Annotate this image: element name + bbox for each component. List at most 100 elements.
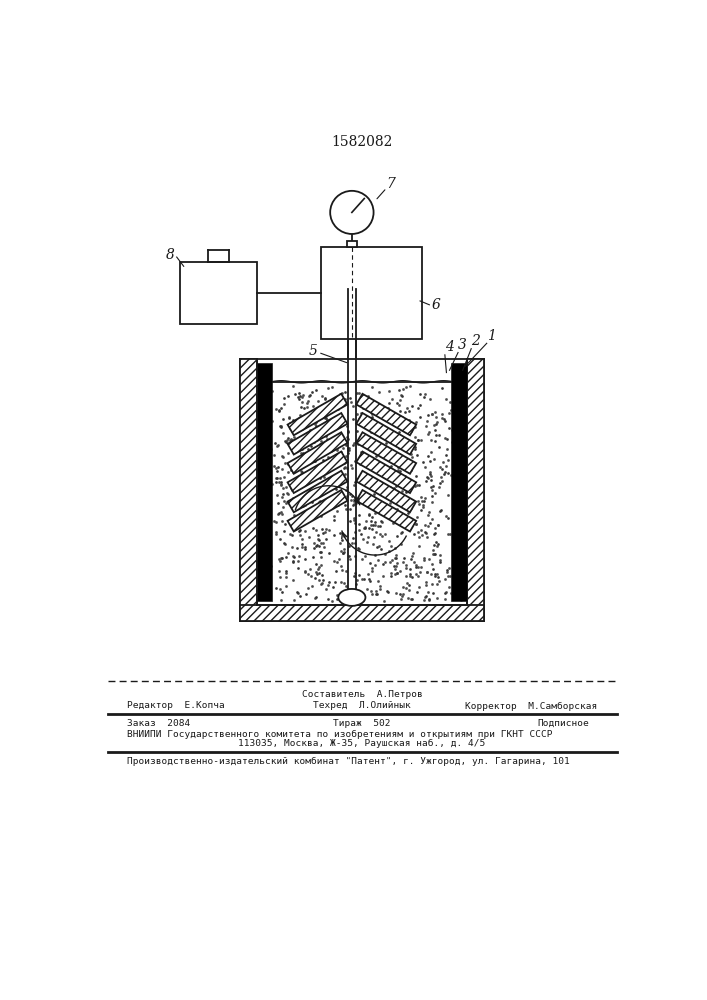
Point (448, 545, 460, 561)
Point (277, 486, 288, 502)
Point (434, 503, 445, 519)
Bar (356, 432, 416, 474)
Point (348, 411, 359, 427)
Point (410, 516, 421, 532)
Point (374, 518, 385, 534)
Point (443, 465, 454, 481)
Point (400, 421, 411, 437)
Text: Корректор  М.Самборская: Корректор М.Самборская (464, 701, 597, 711)
Point (284, 432, 296, 448)
Point (390, 558, 402, 574)
Point (276, 461, 288, 477)
Point (406, 423, 417, 439)
Point (296, 394, 308, 410)
Bar (288, 432, 347, 474)
Point (409, 439, 421, 455)
Point (393, 447, 404, 463)
Point (395, 563, 406, 579)
Point (377, 568, 388, 584)
Point (416, 502, 427, 518)
Point (414, 564, 426, 580)
Point (360, 457, 371, 473)
Point (305, 428, 317, 444)
Point (279, 536, 291, 552)
Point (311, 537, 322, 553)
Point (322, 577, 334, 593)
Point (348, 530, 359, 546)
Bar (321, 247, 421, 339)
Point (376, 528, 387, 544)
Point (317, 501, 329, 517)
Point (353, 540, 364, 556)
Point (407, 569, 418, 585)
Point (400, 484, 411, 500)
Point (421, 564, 432, 580)
Point (406, 449, 417, 465)
Point (331, 440, 342, 456)
Point (275, 531, 286, 547)
Point (334, 386, 345, 402)
Bar (356, 413, 416, 455)
Point (258, 516, 269, 532)
Point (421, 574, 432, 590)
Point (341, 488, 352, 504)
Point (341, 563, 352, 579)
Point (394, 382, 405, 398)
Point (313, 532, 325, 548)
Point (452, 412, 464, 428)
Point (452, 445, 464, 461)
Point (413, 432, 424, 448)
Point (276, 489, 288, 505)
Point (395, 387, 407, 403)
Point (276, 476, 287, 492)
Point (439, 571, 450, 587)
Point (437, 454, 448, 470)
Text: 8: 8 (166, 248, 175, 262)
Point (268, 458, 279, 474)
Point (400, 560, 411, 576)
Point (416, 493, 428, 509)
Point (392, 462, 404, 478)
Point (368, 424, 380, 440)
Point (320, 524, 331, 540)
Point (283, 430, 294, 446)
Point (275, 553, 286, 569)
Point (409, 478, 421, 494)
Point (315, 544, 327, 560)
Point (319, 419, 330, 435)
Point (388, 480, 399, 496)
Point (403, 582, 414, 598)
Bar (288, 452, 347, 493)
Point (310, 502, 322, 518)
Point (406, 591, 417, 607)
Point (349, 548, 361, 564)
Point (334, 535, 346, 551)
Point (437, 410, 448, 426)
Point (340, 437, 351, 453)
Point (300, 512, 311, 528)
Point (322, 412, 333, 428)
Point (284, 409, 295, 425)
Point (320, 428, 332, 444)
Point (443, 452, 454, 468)
Point (317, 567, 328, 583)
Text: Редактор  Е.Копча: Редактор Е.Копча (127, 701, 225, 710)
Point (346, 588, 357, 604)
Point (373, 573, 384, 589)
Point (425, 472, 436, 488)
Ellipse shape (339, 589, 366, 606)
Point (277, 425, 288, 441)
Bar (240, 359, 257, 620)
Point (354, 522, 365, 538)
Point (445, 402, 456, 418)
Point (446, 434, 457, 450)
Point (371, 586, 382, 602)
Point (276, 506, 288, 522)
Point (287, 553, 298, 569)
Point (447, 478, 458, 494)
Point (455, 551, 466, 567)
Point (448, 437, 459, 453)
Point (428, 417, 440, 433)
Point (366, 563, 378, 579)
Point (337, 562, 348, 578)
